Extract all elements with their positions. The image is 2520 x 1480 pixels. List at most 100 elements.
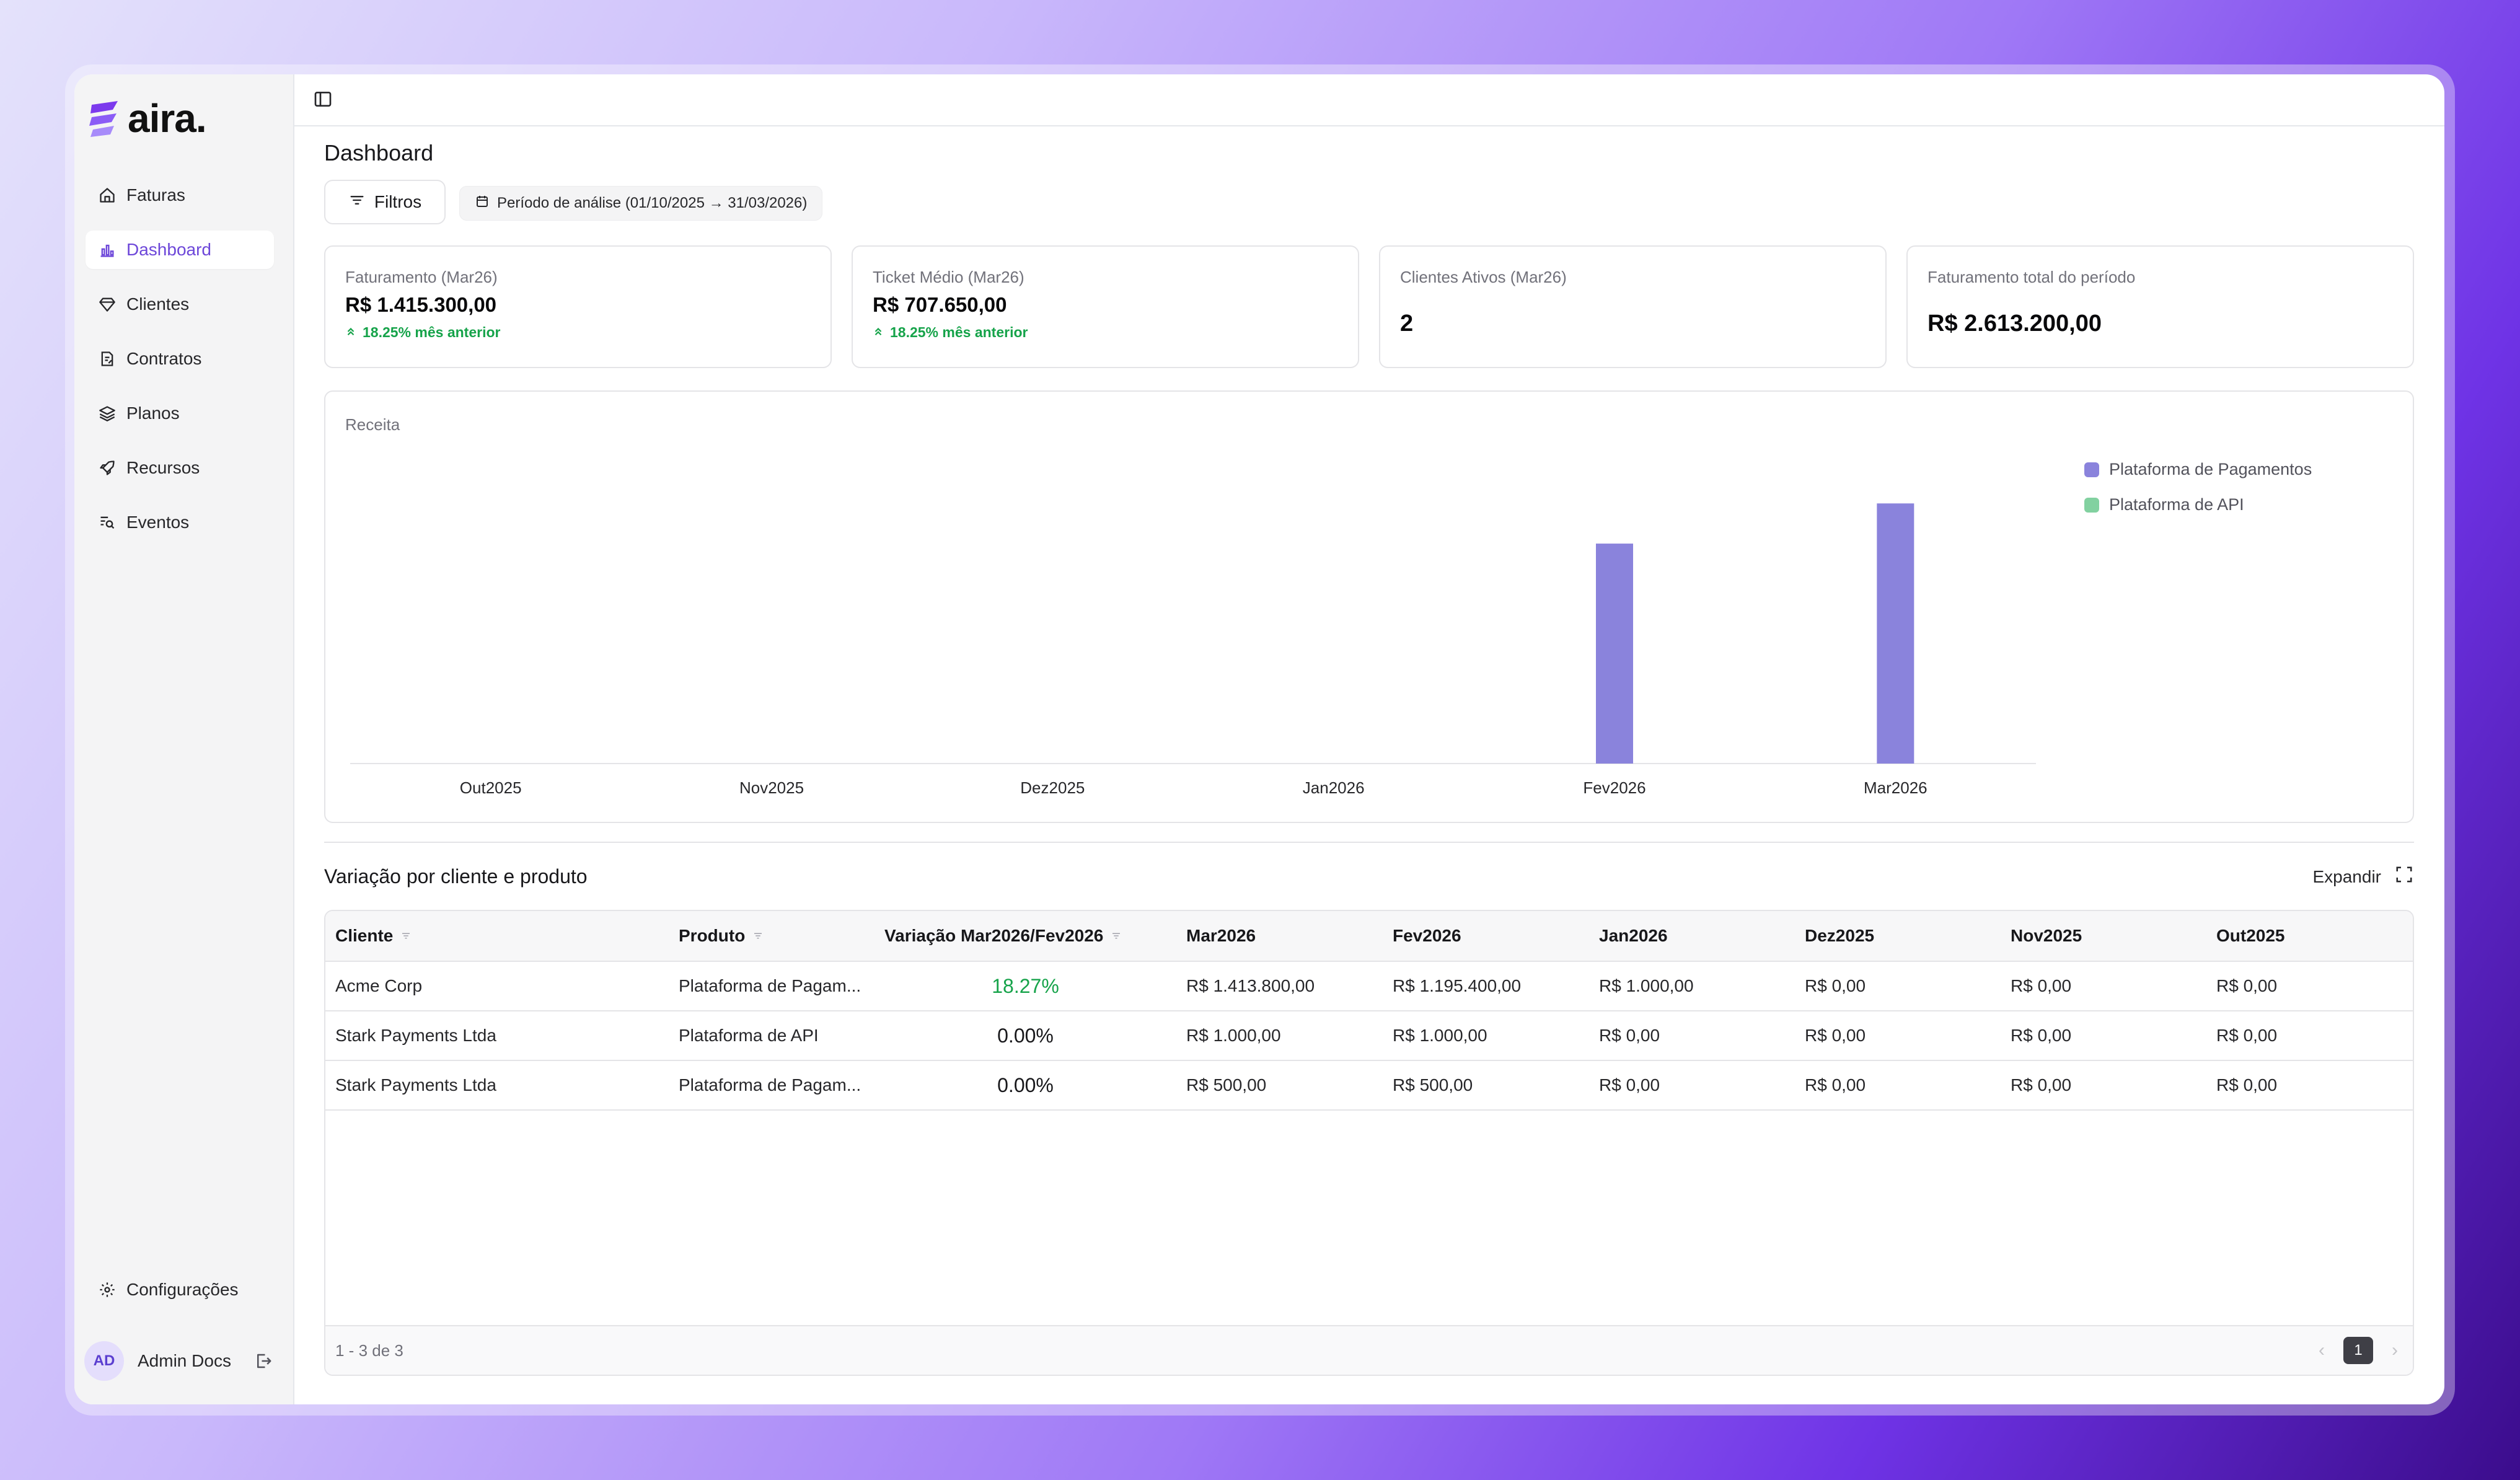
sidebar-item-faturas[interactable]: Faturas: [86, 176, 274, 214]
cell-dez2025: R$ 0,00: [1795, 1011, 2001, 1061]
kpi-delta-text: 18.25% mês anterior: [363, 324, 501, 340]
cell-fev2026: R$ 500,00: [1383, 1060, 1589, 1111]
page-button[interactable]: 1: [2343, 1337, 2373, 1364]
table-header-row: Cliente Produto Variação Mar2026/Fev2026…: [325, 911, 2413, 962]
cell-nov2025: R$ 0,00: [2001, 1011, 2206, 1061]
filters-label: Filtros: [374, 192, 422, 211]
user-name: Admin Docs: [138, 1351, 231, 1370]
column-header-fev2026[interactable]: Fev2026: [1383, 911, 1589, 962]
column-header-cliente[interactable]: Cliente: [325, 911, 669, 962]
revenue-chart: Out2025 Nov2025 Dez2025 Jan2026 Fev2026 Mar20…: [350, 503, 2036, 797]
sidebar-item-recursos[interactable]: Recursos: [86, 449, 274, 487]
legend-label: Plataforma de Pagamentos: [2109, 460, 2312, 478]
kpi-card-ticket-medio: Ticket Médio (Mar26) R$ 707.650,00 18.25…: [852, 245, 1359, 368]
sidebar-item-clientes[interactable]: Clientes: [86, 285, 274, 324]
sidebar-item-label: Planos: [126, 403, 180, 423]
filter-icon[interactable]: [752, 930, 764, 941]
x-tick-label: Dez2025: [1020, 778, 1085, 797]
expand-label: Expandir: [2312, 866, 2381, 886]
sidebar-item-planos[interactable]: Planos: [86, 394, 274, 433]
rocket-icon: [98, 459, 117, 477]
column-header-dez2025[interactable]: Dez2025: [1795, 911, 2001, 962]
pagination: ‹ 1 ›: [2319, 1337, 2398, 1364]
page-title: Dashboard: [324, 140, 434, 165]
cell-dez2025: R$ 0,00: [1795, 961, 2001, 1011]
kpi-value: R$ 2.613.200,00: [1927, 311, 2102, 337]
kpi-label: Faturamento total do período: [1927, 268, 2136, 286]
column-header-out2025[interactable]: Out2025: [2206, 911, 2413, 962]
prev-page-icon[interactable]: ‹: [2319, 1340, 2325, 1360]
legend-item-pagamentos[interactable]: Plataforma de Pagamentos: [2084, 460, 2312, 479]
kpi-card-faturamento: Faturamento (Mar26) R$ 1.415.300,00 18.2…: [324, 245, 832, 368]
user-profile: AD Admin Docs: [84, 1341, 283, 1381]
kpi-value: R$ 707.650,00: [873, 293, 1007, 316]
kpi-delta: 18.25% mês anterior: [873, 324, 1338, 341]
sidebar-item-label: Faturas: [126, 185, 185, 205]
column-label: Produto: [679, 926, 746, 945]
chart-legend: Plataforma de Pagamentos Plataforma de A…: [2084, 460, 2312, 531]
gem-icon: [98, 295, 117, 314]
cell-mar2026: R$ 500,00: [1176, 1060, 1383, 1111]
x-tick-label: Fev2026: [1583, 778, 1645, 797]
chevrons-up-icon: [345, 324, 356, 341]
kpi-delta: 18.25% mês anterior: [345, 324, 811, 341]
sidebar-item-dashboard[interactable]: Dashboard: [86, 231, 274, 269]
sidebar-item-label: Recursos: [126, 458, 200, 477]
logout-icon[interactable]: [253, 1350, 274, 1372]
logo-text: aira.: [128, 96, 207, 141]
cell-dez2025: R$ 0,00: [1795, 1060, 2001, 1111]
cell-mar2026: R$ 1.413.800,00: [1176, 961, 1383, 1011]
bar-mar2026-series-0[interactable]: [1877, 503, 1914, 764]
settings-label: Configurações: [126, 1280, 239, 1299]
kpi-delta-text: 18.25% mês anterior: [890, 324, 1028, 340]
table-row[interactable]: Stark Payments Ltda Plataforma de API 0.…: [325, 1011, 2413, 1061]
calendar-icon: [475, 194, 490, 213]
legend-swatch: [2084, 497, 2099, 513]
table-footer: 1 - 3 de 3 ‹ 1 ›: [325, 1325, 2413, 1375]
main-content: Dashboard Filtros Período de análise (01…: [294, 74, 2444, 1404]
sidebar-item-configuracoes[interactable]: Configurações: [86, 1271, 274, 1309]
cell-variacao: 0.00%: [875, 1011, 1176, 1061]
table-row[interactable]: Stark Payments Ltda Plataforma de Pagam.…: [325, 1060, 2413, 1111]
expand-button[interactable]: Expandir: [2312, 865, 2413, 888]
avatar[interactable]: AD: [84, 1341, 124, 1381]
data-table: Cliente Produto Variação Mar2026/Fev2026…: [325, 911, 2413, 1111]
column-header-mar2026[interactable]: Mar2026: [1176, 911, 1383, 962]
column-header-nov2025[interactable]: Nov2025: [2001, 911, 2206, 962]
app-window: aira. Faturas Dashboard Clientes: [74, 74, 2444, 1404]
kpi-label: Clientes Ativos (Mar26): [1400, 268, 1567, 286]
sidebar-item-contratos[interactable]: Contratos: [86, 340, 274, 378]
filter-icon[interactable]: [1111, 930, 1122, 941]
cell-variacao: 18.27%: [875, 961, 1176, 1011]
gear-icon: [98, 1280, 117, 1299]
filters-button[interactable]: Filtros: [324, 180, 446, 224]
period-chip[interactable]: Período de análise (01/10/2025 → 31/03/2…: [459, 186, 823, 221]
sidebar-item-eventos[interactable]: Eventos: [86, 503, 274, 542]
x-tick-label: Mar2026: [1864, 778, 1927, 797]
cell-produto: Plataforma de Pagam...: [669, 961, 875, 1011]
table-row[interactable]: Acme Corp Plataforma de Pagam... 18.27% …: [325, 961, 2413, 1011]
column-header-produto[interactable]: Produto: [669, 911, 875, 962]
kpi-value: R$ 1.415.300,00: [345, 293, 497, 316]
sidebar-item-label: Clientes: [126, 294, 190, 314]
column-header-jan2026[interactable]: Jan2026: [1589, 911, 1795, 962]
logo[interactable]: aira.: [88, 95, 207, 141]
row-count: 1 - 3 de 3: [335, 1341, 403, 1360]
kpi-cards: Faturamento (Mar26) R$ 1.415.300,00 18.2…: [324, 245, 2414, 368]
x-tick-label: Jan2026: [1303, 778, 1365, 797]
cell-cliente: Stark Payments Ltda: [325, 1011, 669, 1061]
period-label: Período de análise (01/10/2025 → 31/03/2…: [497, 195, 808, 211]
sidebar-item-label: Dashboard: [126, 240, 211, 259]
kpi-card-clientes-ativos: Clientes Ativos (Mar26) 2: [1379, 245, 1887, 368]
legend-item-api[interactable]: Plataforma de API: [2084, 495, 2312, 514]
filter-icon[interactable]: [400, 930, 412, 941]
filter-icon: [348, 192, 366, 213]
sidebar-toggle-icon[interactable]: [313, 89, 334, 110]
bar-fev2026-series-0[interactable]: [1596, 544, 1633, 764]
chart-icon: [98, 240, 117, 259]
column-header-variacao[interactable]: Variação Mar2026/Fev2026: [875, 911, 1176, 962]
cell-nov2025: R$ 0,00: [2001, 961, 2206, 1011]
column-label: Cliente: [335, 926, 394, 945]
next-page-icon[interactable]: ›: [2392, 1340, 2398, 1360]
cell-fev2026: R$ 1.000,00: [1383, 1011, 1589, 1061]
